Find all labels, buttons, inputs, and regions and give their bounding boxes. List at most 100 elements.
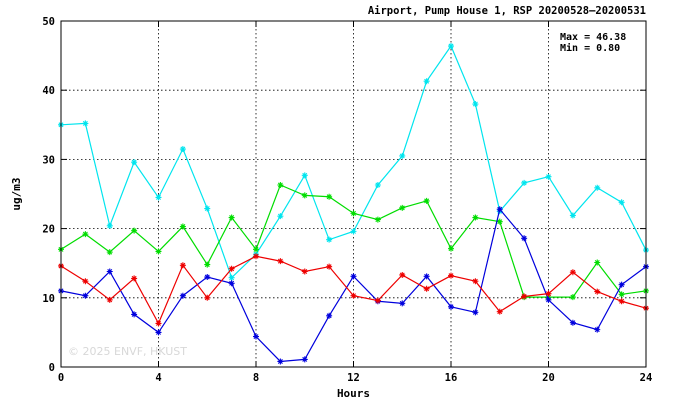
data-point — [399, 271, 406, 278]
y-tick-label: 30 — [42, 154, 55, 166]
data-point — [569, 319, 576, 326]
data-point — [155, 248, 162, 255]
x-axis-title: Hours — [337, 387, 370, 400]
data-point — [594, 326, 601, 333]
data-point — [423, 285, 430, 292]
data-point — [82, 231, 89, 238]
data-point — [179, 223, 186, 230]
data-point — [399, 152, 406, 159]
data-point — [569, 294, 576, 301]
data-point — [618, 298, 625, 305]
data-point — [155, 194, 162, 201]
data-point — [423, 273, 430, 280]
data-point — [423, 197, 430, 204]
data-point — [253, 253, 259, 260]
y-axis-title: ug/m3 — [10, 177, 23, 210]
data-point — [521, 293, 528, 300]
data-point — [277, 258, 284, 265]
x-tick-label: 0 — [58, 372, 64, 384]
data-point — [204, 261, 211, 268]
data-point — [131, 227, 138, 234]
data-point — [301, 268, 308, 275]
y-tick-label: 10 — [42, 293, 55, 305]
data-point — [277, 358, 284, 365]
data-point — [179, 262, 186, 269]
data-point — [82, 120, 89, 127]
data-point — [277, 213, 284, 220]
data-point — [618, 281, 625, 288]
x-tick-label: 16 — [445, 372, 458, 384]
data-point — [326, 236, 333, 243]
data-point — [350, 228, 357, 235]
series-group — [58, 43, 649, 365]
data-point — [496, 206, 503, 213]
data-point — [374, 216, 381, 223]
data-point — [594, 288, 601, 295]
data-point — [82, 292, 89, 299]
data-point — [228, 214, 235, 221]
x-tick-label: 12 — [347, 372, 360, 384]
data-point — [472, 101, 479, 108]
data-point — [521, 179, 528, 186]
data-point — [106, 249, 113, 256]
data-point — [472, 309, 479, 316]
data-point — [545, 290, 552, 297]
data-point — [277, 182, 284, 189]
grid — [61, 21, 646, 367]
y-tick-label: 0 — [49, 362, 55, 374]
data-point — [618, 199, 625, 206]
data-point — [326, 263, 333, 270]
data-point — [301, 356, 308, 363]
y-tick-label: 20 — [42, 224, 55, 236]
data-point — [326, 193, 333, 200]
data-point — [131, 311, 138, 318]
y-tick-label: 50 — [42, 16, 55, 28]
data-point — [204, 274, 211, 281]
data-point — [350, 292, 357, 299]
data-point — [204, 205, 211, 212]
watermark: © 2025 ENVF, HKUST — [68, 345, 187, 358]
x-tick-label: 24 — [640, 372, 653, 384]
chart-title: Airport, Pump House 1, RSP 20200528–2020… — [368, 5, 646, 17]
data-point — [228, 274, 235, 281]
data-point — [106, 268, 113, 275]
data-point — [106, 222, 113, 229]
data-point — [496, 218, 503, 225]
max-value-label: Max = 46.38 — [560, 32, 626, 43]
data-point — [496, 308, 503, 315]
data-point — [423, 78, 430, 85]
data-point — [545, 173, 552, 180]
data-point — [253, 246, 259, 253]
data-point — [179, 292, 186, 299]
data-point — [374, 182, 381, 189]
axis-ticks: 0 4 8 12 16 20 24 0 10 20 30 40 50 — [42, 16, 652, 384]
data-point — [301, 192, 308, 199]
x-tick-label: 20 — [542, 372, 555, 384]
data-point — [448, 245, 454, 252]
series-1 — [58, 43, 649, 281]
data-point — [448, 272, 454, 279]
data-point — [350, 273, 357, 280]
data-point — [155, 329, 162, 336]
data-point — [253, 333, 259, 340]
data-point — [399, 204, 406, 211]
data-point — [399, 300, 406, 307]
data-point — [131, 275, 138, 282]
y-tick-label: 40 — [42, 85, 55, 97]
min-value-label: Min = 0.80 — [560, 42, 620, 54]
data-point — [179, 146, 186, 153]
data-point — [569, 212, 576, 219]
x-tick-label: 8 — [253, 372, 259, 384]
data-point — [472, 214, 479, 221]
data-point — [594, 184, 601, 191]
data-point — [448, 303, 454, 310]
x-tick-label: 4 — [155, 372, 161, 384]
data-point — [301, 172, 308, 179]
data-point — [374, 297, 381, 304]
data-point — [618, 291, 625, 298]
data-point — [204, 294, 211, 301]
data-point — [131, 159, 138, 166]
data-point — [448, 43, 454, 50]
data-point — [228, 265, 235, 272]
